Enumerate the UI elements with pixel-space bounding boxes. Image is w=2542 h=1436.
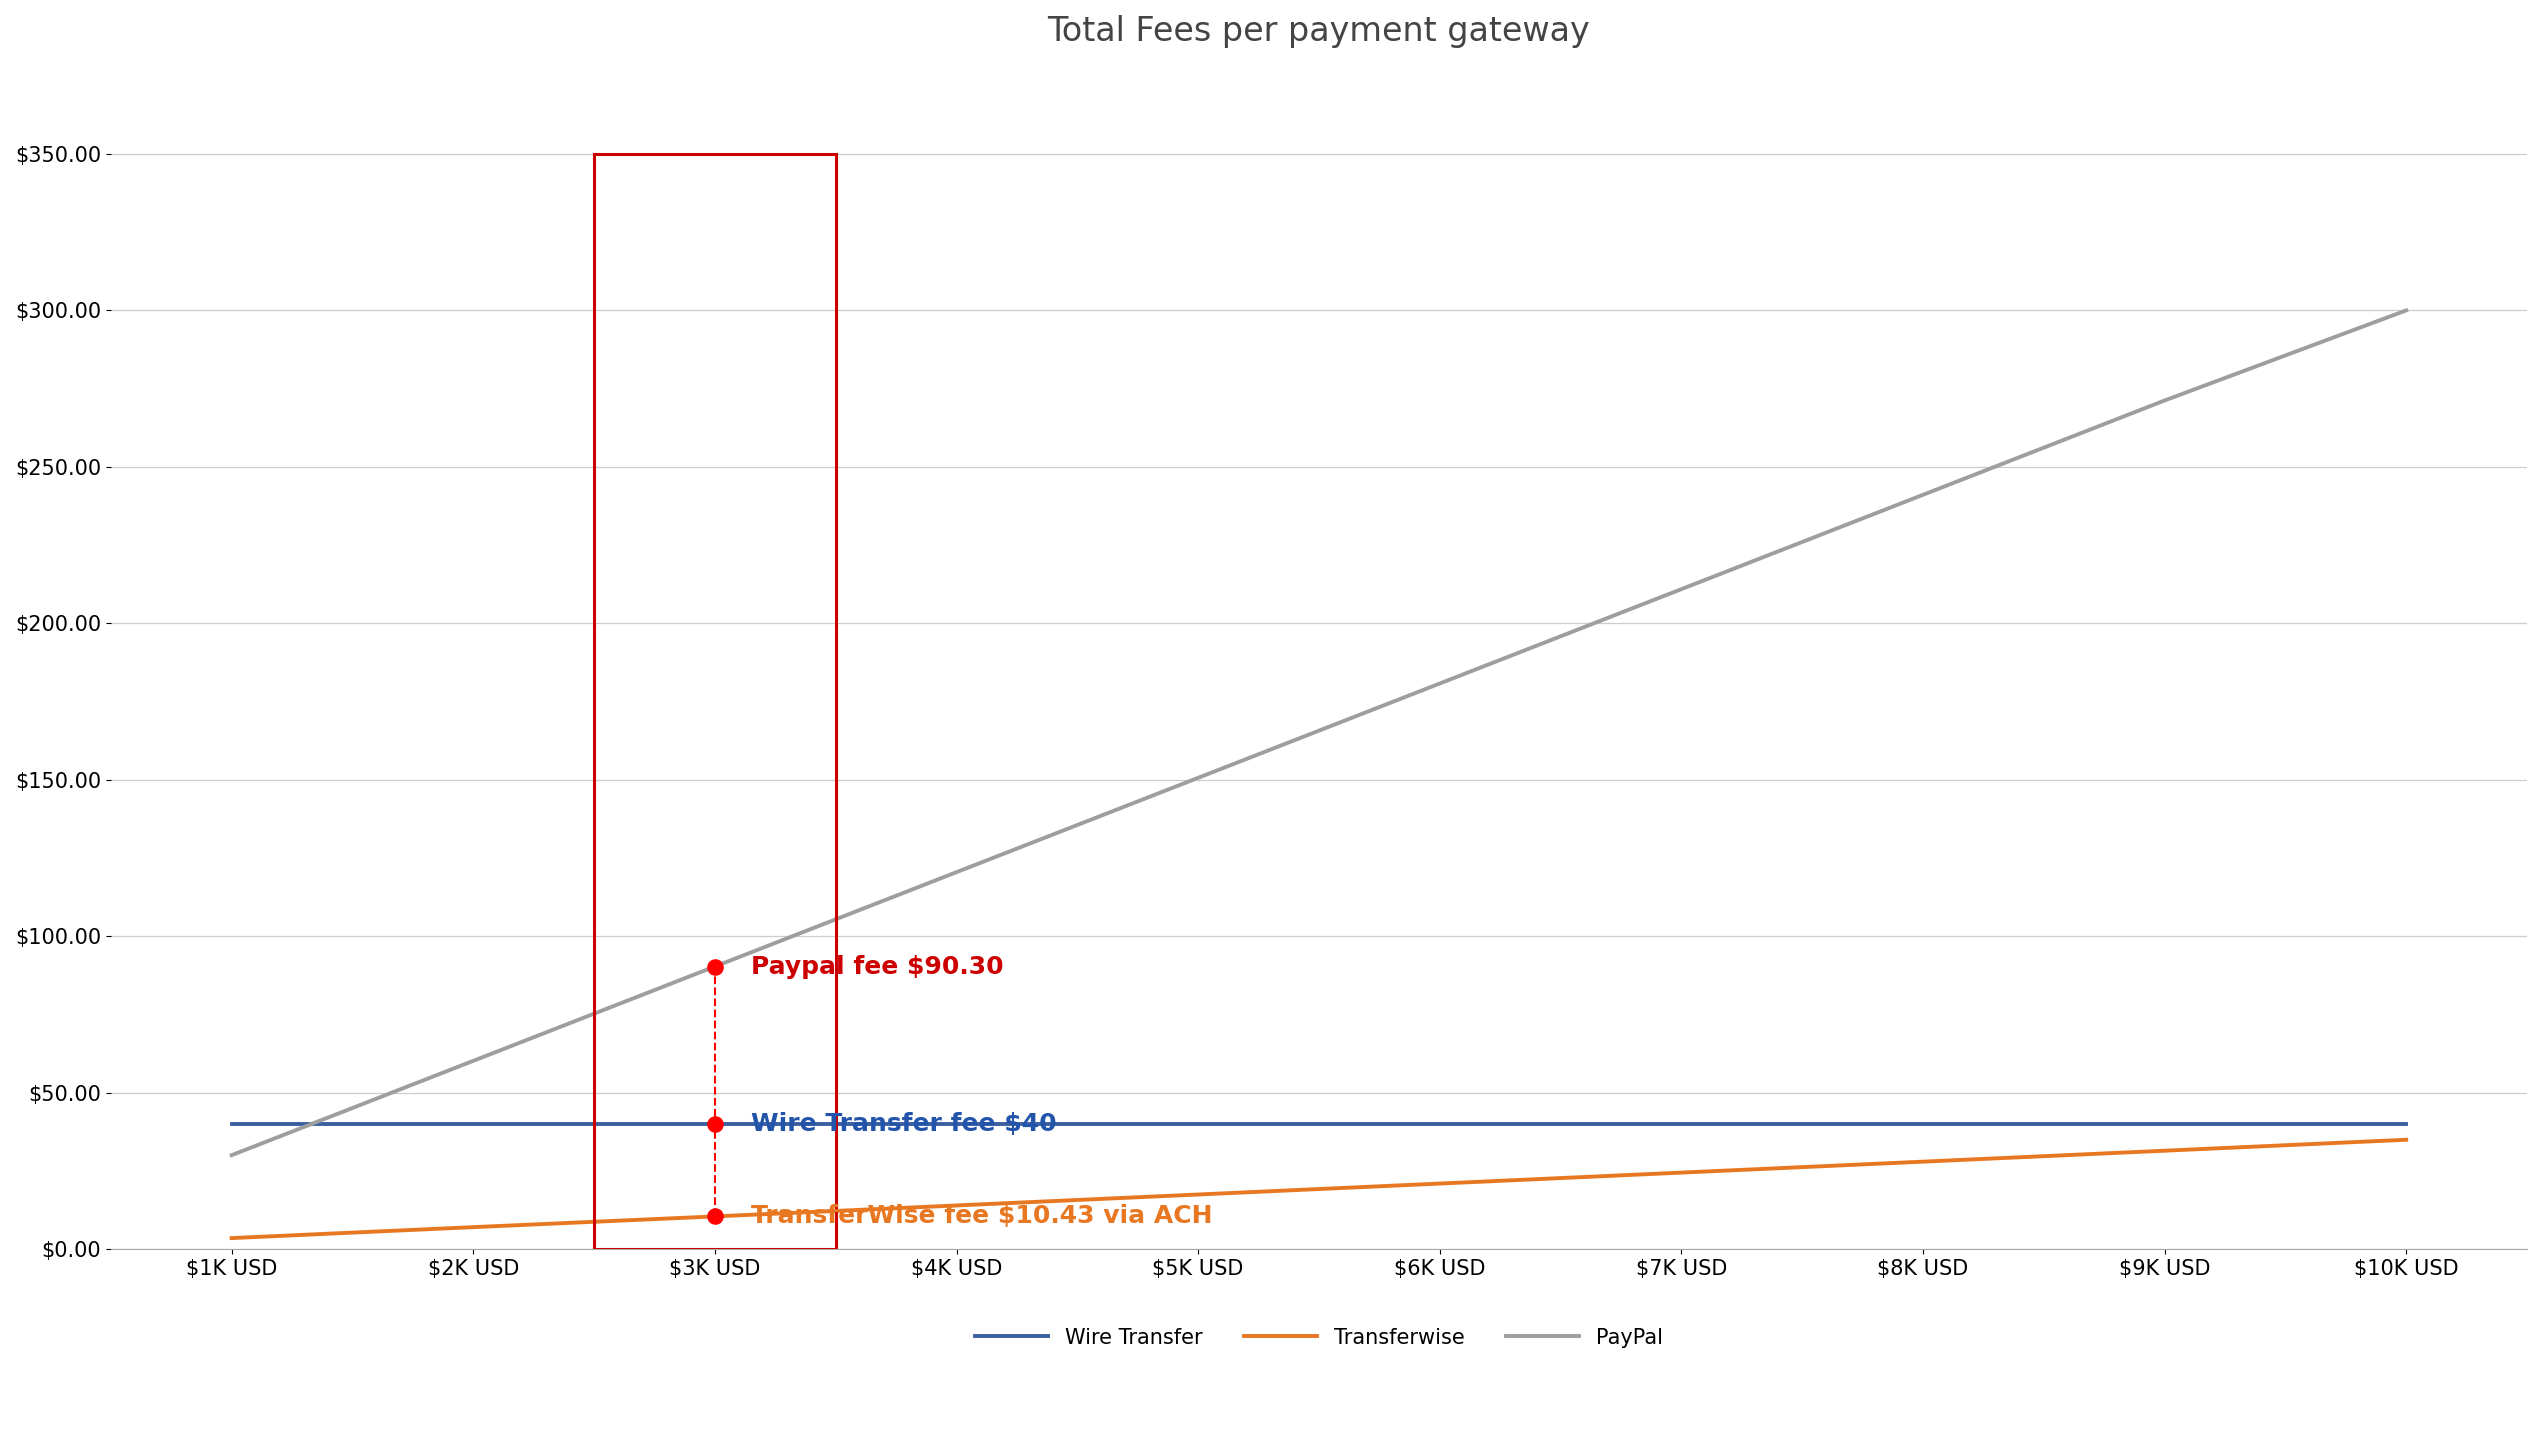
PayPal xyxy=(2392,302,2423,319)
Point xyxy=(694,955,735,978)
Transferwise xyxy=(1906,1153,1937,1170)
Transferwise xyxy=(216,1229,247,1246)
Transferwise xyxy=(458,1219,488,1236)
Wire Transfer xyxy=(699,1116,730,1133)
Wire Transfer xyxy=(1424,1116,1454,1133)
Text: Paypal fee $90.30: Paypal fee $90.30 xyxy=(750,955,1004,978)
Transferwise xyxy=(941,1196,971,1213)
PayPal xyxy=(941,863,971,880)
Bar xyxy=(595,154,836,1249)
PayPal xyxy=(216,1146,247,1163)
PayPal xyxy=(1665,580,1696,597)
Title: Total Fees per payment gateway: Total Fees per payment gateway xyxy=(1047,14,1591,47)
Transferwise xyxy=(1424,1175,1454,1192)
Transferwise xyxy=(2151,1142,2181,1159)
Text: TransferWise fee $10.43 via ACH: TransferWise fee $10.43 via ACH xyxy=(750,1205,1213,1228)
Line: PayPal: PayPal xyxy=(231,310,2407,1155)
PayPal xyxy=(2151,392,2181,409)
PayPal xyxy=(699,958,730,975)
PayPal xyxy=(458,1053,488,1070)
Line: Transferwise: Transferwise xyxy=(231,1140,2407,1238)
Wire Transfer xyxy=(1665,1116,1696,1133)
Wire Transfer xyxy=(458,1116,488,1133)
PayPal xyxy=(1182,770,1213,787)
Wire Transfer xyxy=(941,1116,971,1133)
Transferwise xyxy=(1665,1165,1696,1182)
Text: Wire Transfer fee $40: Wire Transfer fee $40 xyxy=(750,1111,1057,1136)
Point xyxy=(694,1113,735,1136)
Wire Transfer xyxy=(1906,1116,1937,1133)
Legend: Wire Transfer, Transferwise, PayPal: Wire Transfer, Transferwise, PayPal xyxy=(966,1320,1670,1356)
Point xyxy=(694,1205,735,1228)
Wire Transfer xyxy=(216,1116,247,1133)
Transferwise xyxy=(2392,1132,2423,1149)
Transferwise xyxy=(699,1208,730,1225)
PayPal xyxy=(1424,675,1454,692)
Wire Transfer xyxy=(1182,1116,1213,1133)
PayPal xyxy=(1906,487,1937,504)
Transferwise xyxy=(1182,1186,1213,1203)
Wire Transfer xyxy=(2392,1116,2423,1133)
Wire Transfer xyxy=(2151,1116,2181,1133)
